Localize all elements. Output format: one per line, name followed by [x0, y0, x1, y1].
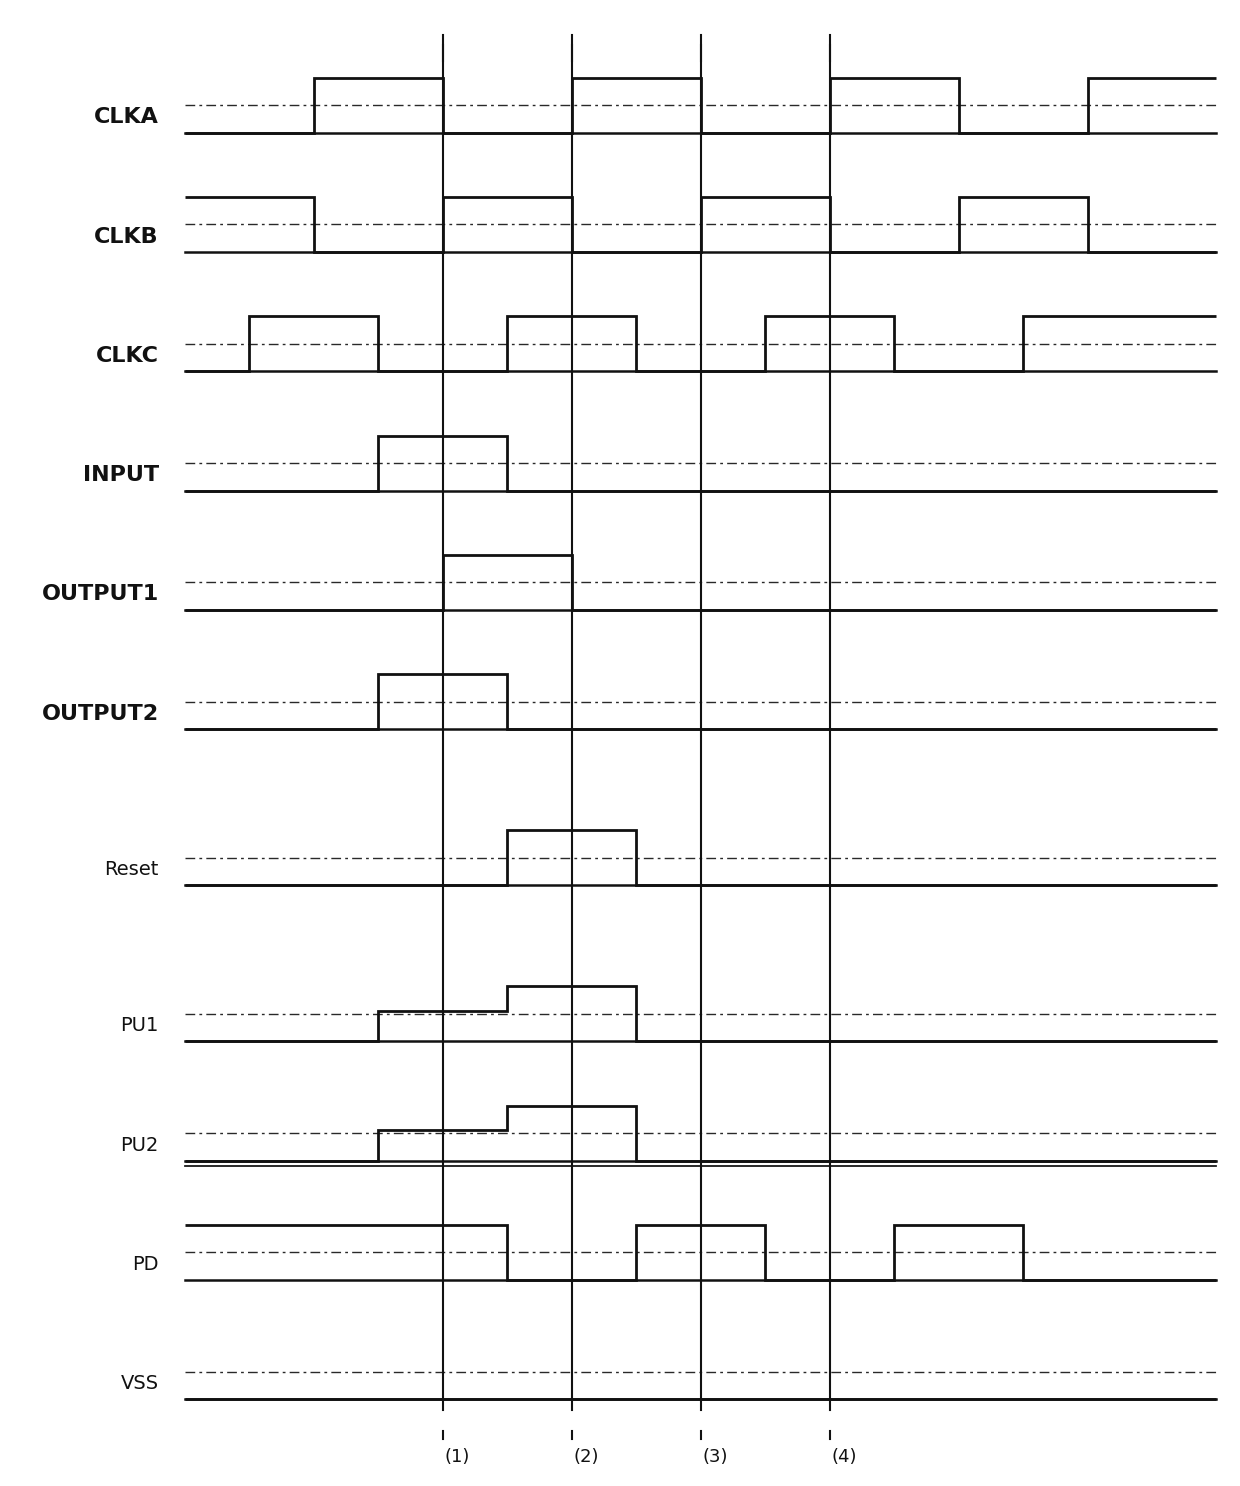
- Text: CLKA: CLKA: [94, 107, 159, 128]
- Text: OUTPUT1: OUTPUT1: [42, 584, 159, 605]
- Text: PU2: PU2: [120, 1135, 159, 1155]
- Text: Reset: Reset: [104, 860, 159, 880]
- Text: CLKB: CLKB: [94, 226, 159, 247]
- Text: (4): (4): [831, 1447, 857, 1465]
- Text: OUTPUT2: OUTPUT2: [42, 704, 159, 724]
- Text: PU1: PU1: [120, 1016, 159, 1036]
- Text: (1): (1): [444, 1447, 470, 1465]
- Text: (3): (3): [702, 1447, 728, 1465]
- Text: CLKC: CLKC: [95, 346, 159, 366]
- Text: VSS: VSS: [120, 1375, 159, 1394]
- Text: (2): (2): [573, 1447, 599, 1465]
- Text: INPUT: INPUT: [83, 465, 159, 486]
- Text: PD: PD: [133, 1256, 159, 1274]
